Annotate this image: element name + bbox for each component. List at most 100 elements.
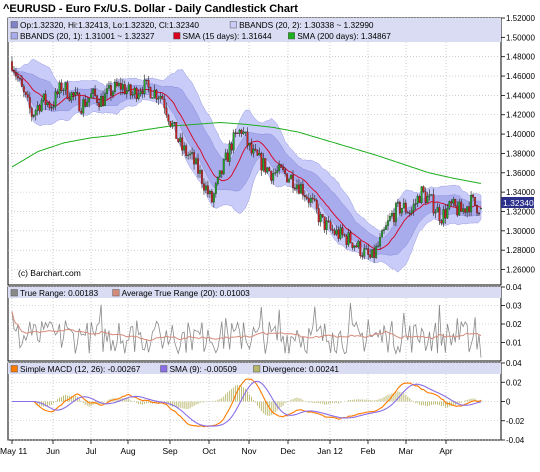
candle-body [345,235,348,245]
atr-panel: 0.04 0.03 0.02 0.01 True Range: 0.00183 Aver… [7,283,522,362]
candle-body [248,143,251,146]
candle-body [58,82,61,95]
candle-body [390,213,393,217]
candle-body [288,178,290,183]
candle-body [191,152,194,155]
candle-body [311,197,314,200]
candle-body [159,95,162,99]
candle-body [301,184,304,196]
candle-body [394,203,397,223]
candle-body [238,129,241,134]
legend-swatch [10,365,18,373]
candle-body [76,91,79,94]
candle-body [40,100,43,112]
candle-body [203,183,205,191]
atr-lines [11,303,482,358]
candle-body [466,206,469,213]
x-tick-label: Oct [202,446,216,456]
candle-body [193,152,196,165]
candle-body [280,164,283,168]
candle-body [129,84,132,96]
candle-body [210,191,213,203]
candle-body [361,255,364,257]
candle-body [347,232,350,245]
candle-body [133,87,136,95]
candle-body [325,220,328,230]
candle-body [86,101,89,107]
candle-body [199,170,201,174]
legend-label: SMA (9): -0.00509 [170,364,238,374]
candle-body [125,90,128,95]
candle-body [307,198,310,203]
candle-body [38,105,41,112]
candle-body [48,102,51,108]
candle-body [256,149,259,156]
candle-body [145,79,148,81]
candle-body [52,106,55,108]
legend-label: SMA (200 days): 1.34867 [297,31,391,41]
candle-body [337,229,340,239]
legend-swatch [229,21,237,29]
candle-body [387,220,389,226]
candle-body [454,199,457,207]
legend-main: Op:1.32320, Hi:1.32413, Lo:1.32320, Cl:1… [10,20,391,41]
candle-body [343,234,346,237]
candle-body [327,220,330,222]
price-tick-label: 1.28000 [506,246,535,255]
candle-body [74,91,77,96]
legend-box-main [8,18,501,42]
price-panel: 1.52000 1.50000 1.48000 1.46000 1.44000 1.420… [7,14,535,286]
candle-body [476,204,478,214]
candle-body [422,186,425,192]
candle-body [426,196,429,203]
candle-body [42,93,45,101]
candle-body [276,170,279,173]
price-tick-label: 1.50000 [506,33,535,42]
legend-label: BBANDS (20, 2): 1.30338 ~ 1.32990 [239,20,374,30]
candle-body [258,153,261,156]
candle-body [363,248,366,257]
candle-body [54,91,57,107]
candle-body [96,95,99,103]
candle-body [197,158,199,174]
candle-body [16,75,19,79]
candle-body [139,91,142,95]
x-tick-label: Jun [46,446,60,456]
candle-body [452,199,455,204]
candle-body [381,230,384,238]
candle-body [135,87,138,100]
candle-body [383,229,385,231]
x-tick-label: May 11 [0,446,28,456]
candle-body [371,249,374,258]
candle-body [349,232,352,243]
price-tick-label: 1.30000 [506,227,535,236]
candle-body [28,97,31,109]
candle-body [440,220,443,224]
candle-body [414,203,417,205]
candle-body [18,77,21,80]
candle-body [389,215,391,221]
candle-body [106,88,108,95]
moving-averages [11,69,482,251]
candle-body [175,121,178,139]
candle-body [442,209,445,224]
candle-body [151,97,154,99]
candle-body [131,93,134,96]
candle-body [359,241,362,256]
candle-body [121,84,124,90]
candle-body [444,209,447,219]
macd-axis: 0.04 0.02 0 -0.02 -0.04 [501,359,525,445]
candle-body [379,237,382,247]
atr-tick-label: 0.01 [506,339,522,348]
atr-axis: 0.04 0.03 0.02 0.01 [501,283,522,348]
candle-body [127,84,130,91]
candle-body [113,82,116,92]
candle-body [163,99,166,109]
candle-body [232,132,235,151]
atr-tick-label: 0.04 [506,283,522,292]
candle-body [30,108,33,117]
price-tick-label: 1.48000 [506,53,535,62]
candle-body [335,229,338,235]
candle-body [155,89,158,100]
